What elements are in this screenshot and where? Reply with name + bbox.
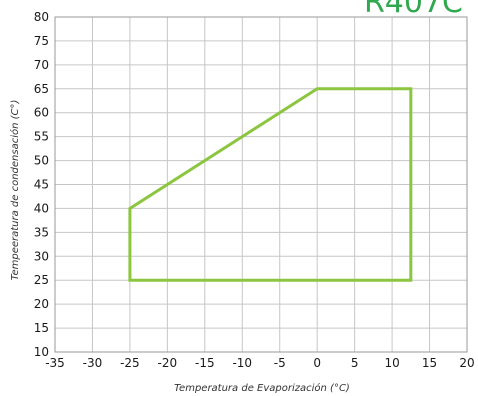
y-tick-label: 45 (34, 178, 49, 192)
x-axis-title: Temperatura de Evaporización (°C) (174, 382, 350, 394)
y-tick-label: 55 (34, 130, 49, 144)
plot-frame (54, 16, 468, 353)
y-tick-label: 20 (34, 297, 49, 311)
chart-title: R407C (364, 0, 463, 20)
x-tick-label: -20 (158, 356, 178, 370)
envelope-line (128, 87, 413, 282)
y-tick-label: 50 (34, 154, 49, 168)
tick-labels: -35 -30 -25 -20 -15 -10 -5 0 5 10 15 20 10 15 20 25 30 35… (34, 10, 475, 370)
grid (54, 16, 468, 353)
x-tick-label: 15 (422, 356, 437, 370)
y-tick-label: 30 (34, 249, 49, 263)
y-tick-label: 35 (34, 225, 49, 239)
x-tick-label: -30 (83, 356, 103, 370)
y-tick-label: 70 (34, 58, 49, 72)
x-tick-label: 20 (459, 356, 474, 370)
y-axis-title: Tempeeratura de condensación (C°) (9, 100, 21, 281)
x-tick-label: -25 (120, 356, 140, 370)
y-tick-label: 15 (34, 321, 49, 335)
y-tick-label: 10 (34, 345, 49, 359)
series-layer (128, 87, 413, 282)
y-tick-label: 40 (34, 201, 49, 215)
x-tick-label: 5 (351, 356, 359, 370)
y-tick-label: 60 (34, 106, 49, 120)
x-tick-label: 10 (384, 356, 399, 370)
x-tick-label: -35 (45, 356, 65, 370)
y-tick-label: 80 (34, 10, 49, 24)
x-tick-label: -5 (274, 356, 286, 370)
y-tick-label: 65 (34, 82, 49, 96)
y-tick-label: 25 (34, 273, 49, 287)
x-tick-label: -10 (232, 356, 252, 370)
x-tick-label: 0 (313, 356, 321, 370)
y-tick-label: 75 (34, 34, 49, 48)
x-tick-label: -15 (195, 356, 215, 370)
